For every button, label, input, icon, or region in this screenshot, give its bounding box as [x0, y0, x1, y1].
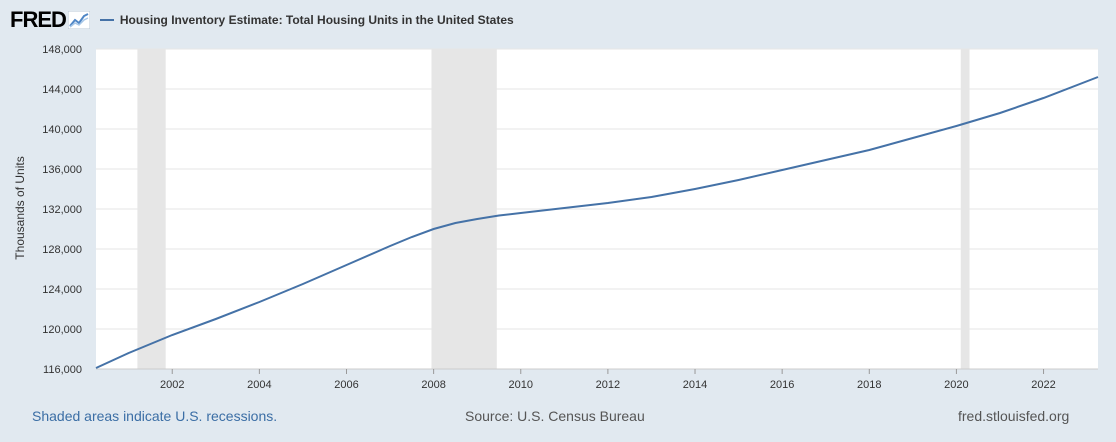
- fred-logo[interactable]: FRED: [10, 7, 67, 32]
- x-tick-label: 2012: [596, 379, 620, 391]
- x-tick-label: 2020: [944, 379, 968, 391]
- y-tick-label: 144,000: [42, 84, 82, 96]
- y-axis-label: Thousands of Units: [13, 156, 27, 259]
- x-tick-label: 2002: [160, 379, 184, 391]
- x-tick-label: 2006: [334, 379, 358, 391]
- chart-header: FRED Housing Inventory Estimate: Total H…: [10, 6, 514, 34]
- legend-series-label: Housing Inventory Estimate: Total Housin…: [119, 13, 514, 27]
- y-tick-label: 140,000: [42, 124, 82, 136]
- x-tick-label: 2022: [1031, 379, 1055, 391]
- chart-line-icon: [67, 11, 90, 29]
- legend-swatch: [99, 19, 114, 21]
- y-tick-label: 128,000: [42, 244, 82, 256]
- x-tick-label: 2004: [247, 379, 271, 391]
- chart-legend: Housing Inventory Estimate: Total Housin…: [99, 13, 514, 27]
- y-tick-label: 124,000: [42, 284, 82, 296]
- source-text: Source: U.S. Census Bureau: [465, 408, 645, 424]
- x-axis-ticks: 2002 2004 2006 2008 2010 2012 2014 2016 2018 2020…: [160, 369, 1056, 391]
- y-tick-label: 136,000: [42, 164, 82, 176]
- gridlines: [96, 48, 1098, 370]
- recession-note[interactable]: Shaded areas indicate U.S. recessions.: [32, 408, 278, 424]
- y-tick-label: 132,000: [42, 204, 82, 216]
- fred-url-link[interactable]: fred.stlouisfed.org: [958, 408, 1070, 424]
- x-tick-label: 2010: [509, 379, 533, 391]
- x-tick-label: 2018: [857, 379, 881, 391]
- y-tick-label: 116,000: [43, 364, 82, 376]
- y-tick-label: 148,000: [42, 44, 82, 56]
- x-tick-label: 2016: [770, 379, 794, 391]
- y-tick-label: 120,000: [42, 324, 82, 336]
- x-tick-label: 2008: [421, 379, 445, 391]
- series-line: [95, 76, 1099, 369]
- y-axis-ticks: 116,000 120,000 124,000 128,000 132,000 136,0…: [42, 44, 82, 376]
- x-tick-label: 2014: [683, 379, 707, 391]
